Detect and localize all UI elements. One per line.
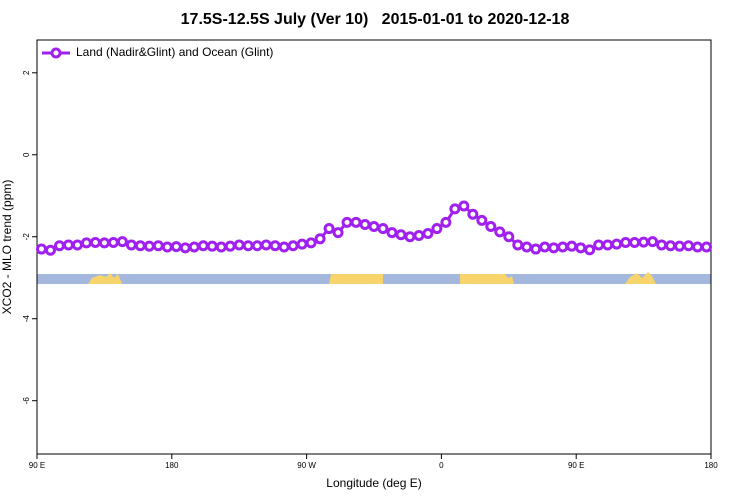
point: [179, 242, 191, 254]
y-axis-label: XCO2 - MLO trend (ppm): [0, 180, 14, 315]
point: [395, 229, 407, 241]
point: [674, 240, 686, 252]
point: [314, 233, 326, 245]
point: [539, 241, 551, 253]
point: [422, 227, 434, 239]
point: [548, 242, 560, 254]
chart-title: 17.5S-12.5S July (Ver 10) 2015-01-01 to …: [181, 11, 570, 28]
x-tick-label: 90 E: [29, 461, 45, 470]
point: [215, 241, 227, 253]
point: [440, 216, 452, 228]
x-tick-label: 180: [165, 461, 179, 470]
point: [458, 200, 470, 212]
point: [296, 238, 308, 250]
point: [656, 239, 668, 251]
point: [350, 216, 362, 228]
point: [386, 227, 398, 239]
point: [557, 241, 569, 253]
point: [305, 237, 317, 249]
point: [251, 240, 263, 252]
point: [359, 218, 371, 230]
point: [602, 239, 614, 251]
point: [188, 241, 200, 253]
point: [485, 221, 497, 233]
point: [521, 241, 533, 253]
point: [98, 237, 110, 249]
point: [629, 236, 641, 248]
point: [260, 239, 272, 251]
point: [233, 239, 245, 251]
point: [62, 239, 74, 251]
point: [701, 241, 713, 253]
point: [467, 208, 479, 220]
legend-marker: [50, 47, 62, 59]
point: [638, 236, 650, 248]
point: [269, 240, 281, 252]
point: [341, 216, 353, 228]
point: [143, 240, 155, 252]
point: [476, 214, 488, 226]
point: [161, 241, 173, 253]
point: [566, 240, 578, 252]
point: [575, 242, 587, 254]
point: [35, 243, 47, 255]
point: [332, 227, 344, 239]
point: [125, 239, 137, 251]
point: [620, 236, 632, 248]
point: [80, 237, 92, 249]
point: [287, 240, 299, 252]
y-tick-label: -4: [22, 315, 31, 323]
point: [584, 244, 596, 256]
land-ocean-strip: [37, 272, 711, 284]
point: [494, 226, 506, 238]
point: [431, 223, 443, 235]
x-axis-label: Longitude (deg E): [326, 476, 421, 490]
point: [224, 240, 236, 252]
point: [278, 241, 290, 253]
point: [89, 236, 101, 248]
point: [593, 239, 605, 251]
point: [503, 231, 515, 243]
land: [460, 274, 514, 284]
point: [71, 239, 83, 251]
x-tick-label: 90 E: [568, 461, 584, 470]
point: [368, 221, 380, 233]
point: [134, 240, 146, 252]
x-tick-label: 0: [439, 461, 444, 470]
point: [44, 244, 56, 256]
point: [53, 240, 65, 252]
point: [170, 241, 182, 253]
land: [88, 273, 122, 284]
point: [665, 240, 677, 252]
legend: Land (Nadir&Glint) and Ocean (Glint): [42, 45, 273, 59]
y-tick-label: 2: [22, 70, 31, 75]
point: [512, 239, 524, 251]
y-tick-label: -2: [22, 233, 31, 241]
point: [377, 223, 389, 235]
x-tick-label: 90 W: [297, 461, 316, 470]
point: [404, 231, 416, 243]
x-tick-label: 180: [704, 461, 718, 470]
point: [449, 203, 461, 215]
point: [530, 243, 542, 255]
point: [692, 241, 704, 253]
point: [107, 236, 119, 248]
land: [329, 274, 383, 284]
point: [242, 240, 254, 252]
y-tick-label: -6: [22, 397, 31, 405]
point: [323, 223, 335, 235]
point: [413, 230, 425, 242]
point: [197, 240, 209, 252]
point: [647, 236, 659, 248]
point: [683, 240, 695, 252]
point: [116, 236, 128, 248]
legend-label: Land (Nadir&Glint) and Ocean (Glint): [76, 45, 273, 59]
point: [206, 240, 218, 252]
point: [152, 240, 164, 252]
point: [611, 238, 623, 250]
land: [625, 272, 656, 284]
y-tick-label: 0: [22, 152, 31, 157]
